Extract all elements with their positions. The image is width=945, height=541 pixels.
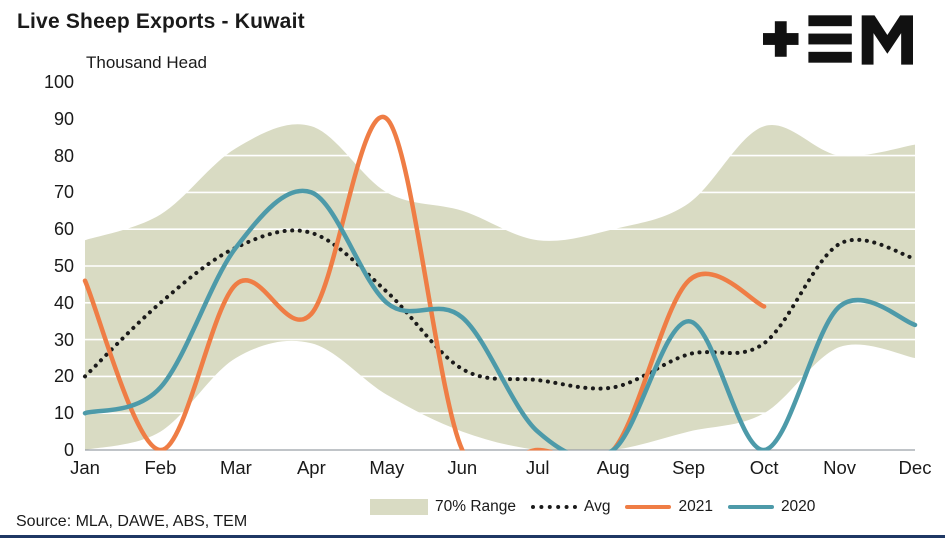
avg-line-swatch bbox=[531, 505, 578, 509]
x-axis-label: Jun bbox=[447, 457, 478, 478]
range-band-swatch bbox=[370, 499, 428, 515]
line-2020-swatch bbox=[727, 504, 774, 510]
series-2020 bbox=[82, 188, 918, 451]
x-axis-label: Oct bbox=[749, 457, 779, 478]
y-axis-units-label: Thousand Head bbox=[86, 53, 207, 72]
y-axis-label: 80 bbox=[53, 145, 74, 166]
x-axis-label: Sep bbox=[672, 457, 706, 478]
tem-logo-icon bbox=[763, 15, 913, 65]
line-2021-swatch bbox=[625, 504, 672, 510]
legend-item-2020: 2020 bbox=[727, 498, 816, 516]
chart-legend: 70% Range Avg 2021 2020 bbox=[370, 498, 815, 516]
legend-label-avg: Avg bbox=[584, 498, 611, 515]
x-axis-label: May bbox=[369, 457, 405, 478]
y-axis-label: 60 bbox=[53, 219, 74, 240]
range-band bbox=[85, 124, 915, 451]
legend-label-2021: 2021 bbox=[678, 498, 713, 515]
y-axis-label: 70 bbox=[53, 182, 74, 203]
x-axis-label: Apr bbox=[296, 457, 326, 478]
chart-title: Live Sheep Exports - Kuwait bbox=[17, 10, 305, 33]
y-axis-label: 40 bbox=[53, 292, 74, 313]
source-note: Source: MLA, DAWE, ABS, TEM bbox=[16, 513, 248, 530]
series-2021 bbox=[82, 114, 767, 451]
x-axis-label: Dec bbox=[898, 457, 932, 478]
y-axis-label: 10 bbox=[53, 403, 74, 424]
x-axis-label: Mar bbox=[219, 457, 252, 478]
x-axis-label: Aug bbox=[596, 457, 630, 478]
tem-logo bbox=[763, 13, 913, 70]
x-axis-label: Feb bbox=[144, 457, 177, 478]
y-axis-label: 90 bbox=[53, 108, 74, 129]
legend-label-2020: 2020 bbox=[780, 498, 816, 515]
x-axis-label: Jan bbox=[70, 457, 100, 478]
x-axis-label: Jul bbox=[525, 457, 550, 478]
legend-label-range: 70% Range bbox=[435, 498, 517, 515]
y-axis-label: 0 bbox=[63, 440, 74, 460]
y-axis-label: 50 bbox=[53, 256, 74, 276]
y-axis-label: 30 bbox=[53, 329, 74, 350]
series-Avg bbox=[83, 228, 917, 391]
legend-item-avg: Avg bbox=[531, 498, 610, 516]
bottom-accent-rule bbox=[0, 535, 945, 538]
chart-plot bbox=[82, 114, 918, 451]
legend-item-range: 70% Range bbox=[370, 498, 516, 516]
y-axis-label: 100 bbox=[43, 72, 74, 92]
x-axis-label: Nov bbox=[823, 457, 856, 478]
legend-item-2021: 2021 bbox=[625, 498, 713, 516]
y-axis-label: 20 bbox=[53, 366, 74, 387]
